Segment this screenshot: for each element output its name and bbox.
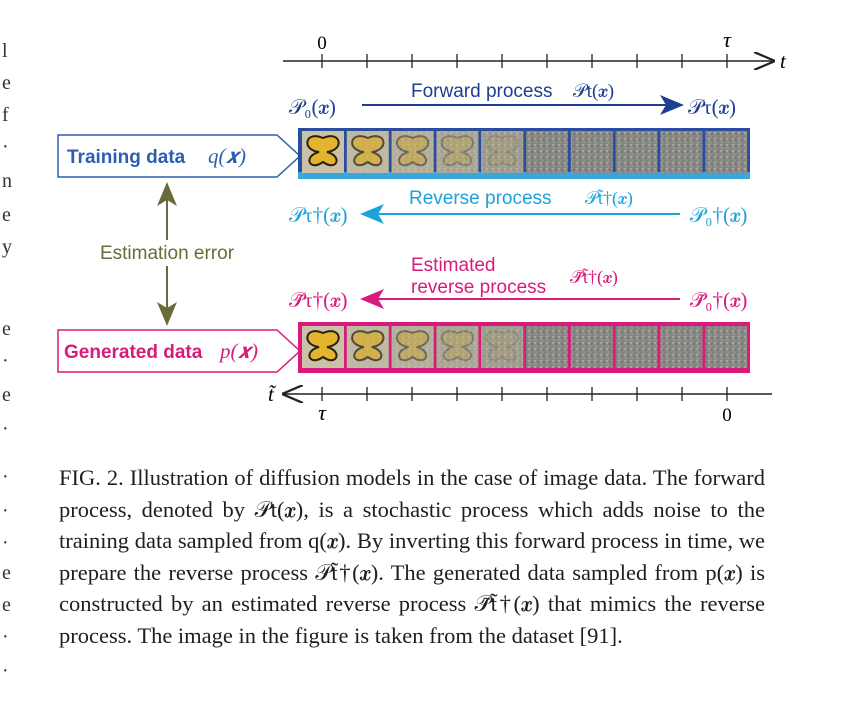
noise-overlay (481, 326, 524, 368)
image-frame (615, 131, 658, 173)
image-frame (705, 131, 748, 173)
noise-overlay (391, 131, 434, 173)
noise-overlay (391, 326, 434, 368)
image-frame (615, 326, 658, 368)
reverse-process-title: Reverse process (409, 188, 552, 209)
noise-overlay (481, 131, 524, 173)
generated-data-box: Generated data p(𝒙) (57, 329, 302, 373)
noise-overlay (436, 326, 479, 368)
estimated-process-math: 𝒫̃t̃†(𝒙) (570, 267, 618, 288)
top-axis-variable: t (780, 49, 787, 73)
estimated-left-label: 𝒫̃τ†(𝒙) (289, 288, 348, 312)
estimation-error: Estimation error (100, 182, 235, 326)
estimated-reverse-process: 𝒫̃τ†(𝒙) Estimated reverse process 𝒫̃t̃†(… (289, 255, 747, 312)
training-data-label: Training data (67, 147, 186, 168)
forward-right-label: 𝒫τ(𝒙) (688, 95, 736, 119)
butterfly-image (306, 330, 340, 362)
diffusion-figure: 0 τ t 𝒫₀(𝒙) Forward process 𝒫t(𝒙) 𝒫τ(𝒙) … (57, 27, 787, 426)
image-frame (526, 326, 568, 368)
reverse-left-label: 𝒫τ†(𝒙) (289, 203, 348, 227)
image-frame (526, 131, 568, 173)
image-frame (705, 326, 748, 368)
estimated-title-line1: Estimated (411, 255, 495, 276)
estimation-error-label: Estimation error (100, 243, 235, 264)
caption-text: FIG. 2. Illustration of diffusion models… (59, 465, 765, 648)
generated-data-math: p(𝒙) (218, 339, 258, 363)
butterfly-image (306, 135, 340, 167)
top-time-axis: 0 τ t (283, 27, 787, 73)
reverse-process-math: 𝒫t̃†(𝒙) (585, 188, 633, 209)
image-frame (660, 131, 703, 173)
forward-process-title: Forward process (411, 81, 553, 102)
generated-image-strip (298, 322, 750, 373)
forward-left-label: 𝒫₀(𝒙) (289, 95, 336, 119)
noise-overlay (436, 131, 479, 173)
forward-process-math: 𝒫t(𝒙) (573, 81, 614, 102)
training-data-box: Training data q(𝒙) (57, 134, 302, 178)
bottom-axis-start-label: τ (318, 400, 327, 425)
image-frame (570, 326, 613, 368)
bottom-axis-variable: t̃ (268, 382, 277, 406)
estimated-title-line2: reverse process (411, 277, 546, 298)
noise-overlay (346, 326, 389, 368)
training-image-strip (298, 128, 750, 179)
noise-overlay (346, 131, 389, 173)
top-axis-start-label: 0 (317, 33, 327, 54)
forward-process: 𝒫₀(𝒙) Forward process 𝒫t(𝒙) 𝒫τ(𝒙) (289, 81, 736, 119)
image-frame (660, 326, 703, 368)
figure-caption: FIG. 2. Illustration of diffusion models… (59, 462, 765, 651)
top-axis-end-label: τ (723, 27, 732, 52)
bottom-time-axis: t̃ τ 0 (268, 382, 772, 426)
estimated-right-label: 𝒫̃₀†(𝒙) (690, 288, 747, 312)
generated-data-label: Generated data (64, 342, 203, 363)
reverse-process: 𝒫τ†(𝒙) Reverse process 𝒫t̃†(𝒙) 𝒫₀†(𝒙) (289, 188, 747, 227)
bottom-axis-end-label: 0 (722, 405, 732, 426)
image-frame (570, 131, 613, 173)
training-data-math: q(𝒙) (208, 144, 246, 168)
reverse-right-label: 𝒫₀†(𝒙) (690, 203, 747, 227)
